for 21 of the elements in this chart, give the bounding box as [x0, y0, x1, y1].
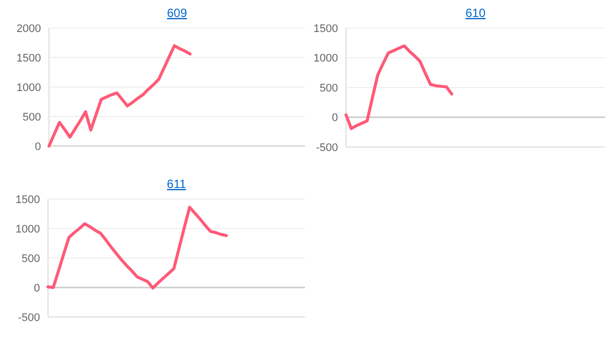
y-tick-label: -500 [316, 142, 338, 154]
chart-title: 609 [166, 6, 188, 20]
y-tick-label: 1000 [16, 82, 41, 94]
line-series [344, 44, 454, 130]
line-series [48, 44, 192, 148]
y-tick-label: 500 [22, 252, 40, 265]
y-tick-label: 1000 [16, 223, 40, 236]
chart-title: 611 [166, 177, 186, 191]
y-tick-label: 0 [34, 282, 40, 294]
line-series [46, 206, 228, 290]
y-tick-label: 1500 [314, 22, 338, 35]
y-tick-label: 500 [22, 111, 41, 124]
y-tick-label: 500 [320, 82, 338, 94]
y-tick-label: 1500 [16, 194, 40, 206]
y-tick-label: 0 [332, 112, 338, 124]
y-tick-label: 0 [34, 140, 41, 153]
y-tick-label: 1500 [16, 52, 41, 64]
y-tick-label: -500 [18, 312, 40, 324]
y-tick-label: 2000 [16, 22, 41, 35]
y-tick-label: 1000 [314, 52, 338, 65]
chart-title: 610 [465, 6, 486, 20]
